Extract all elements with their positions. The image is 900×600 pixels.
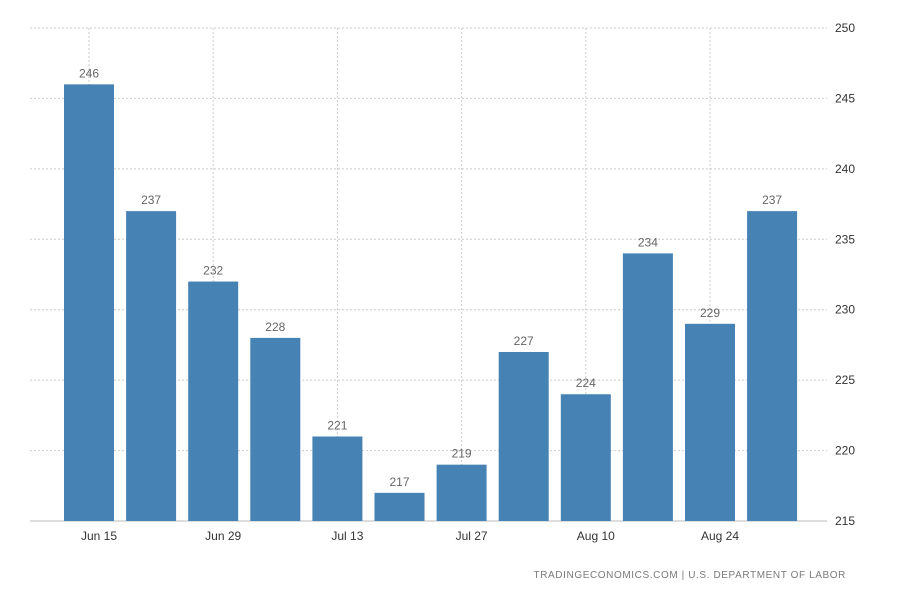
x-tick-label: Aug 24 bbox=[701, 529, 739, 543]
bar-aug-10 bbox=[560, 394, 611, 521]
y-tick-label: 230 bbox=[835, 303, 855, 317]
x-axis-ticks: Jun 15 Jun 29 Jul 13 Jul 27 Aug 10 Aug 24 bbox=[81, 529, 739, 543]
bar-jun-15 bbox=[64, 84, 114, 521]
bar-jun-22 bbox=[126, 211, 177, 521]
data-labels: 246 237 232 228 221 217 219 227 224 234 229 237 bbox=[79, 66, 782, 488]
data-label: 237 bbox=[762, 193, 782, 207]
bars bbox=[64, 84, 798, 521]
x-tick-label: Jun 15 bbox=[81, 529, 117, 543]
bar-jul-06 bbox=[250, 337, 301, 521]
data-label: 219 bbox=[452, 447, 472, 461]
data-label: 221 bbox=[327, 418, 347, 432]
bar-aug-17 bbox=[622, 253, 673, 521]
y-tick-label: 245 bbox=[835, 91, 855, 105]
bar-aug-03 bbox=[498, 351, 549, 521]
x-tick-label: Aug 10 bbox=[577, 529, 615, 543]
y-tick-label: 240 bbox=[835, 162, 855, 176]
data-label: 246 bbox=[79, 66, 99, 80]
y-tick-label: 225 bbox=[835, 373, 855, 387]
bar-aug-31 bbox=[747, 211, 798, 521]
bar-aug-24 bbox=[685, 323, 735, 521]
data-label: 229 bbox=[700, 306, 720, 320]
data-label: 227 bbox=[514, 334, 534, 348]
bar-jun-29 bbox=[188, 281, 239, 521]
data-label: 224 bbox=[576, 376, 596, 390]
y-tick-label: 235 bbox=[835, 232, 855, 246]
x-tick-label: Jul 13 bbox=[331, 529, 363, 543]
bar-jul-13 bbox=[312, 436, 363, 521]
bar-jul-20 bbox=[374, 492, 425, 521]
x-tick-label: Jul 27 bbox=[456, 529, 488, 543]
data-label: 234 bbox=[638, 235, 658, 249]
bar-jul-27 bbox=[436, 464, 487, 521]
y-tick-label: 250 bbox=[835, 21, 855, 35]
x-tick-label: Jun 29 bbox=[205, 529, 241, 543]
y-tick-label: 220 bbox=[835, 444, 855, 458]
data-label: 232 bbox=[203, 264, 223, 278]
source-attribution: TRADINGECONOMICS.COM | U.S. DEPARTMENT O… bbox=[533, 570, 846, 581]
data-label: 237 bbox=[141, 193, 161, 207]
y-tick-label: 215 bbox=[835, 514, 855, 528]
data-label: 217 bbox=[389, 475, 409, 489]
y-axis-ticks: 215 220 225 230 235 240 245 250 bbox=[835, 21, 855, 528]
data-label: 228 bbox=[265, 320, 285, 334]
